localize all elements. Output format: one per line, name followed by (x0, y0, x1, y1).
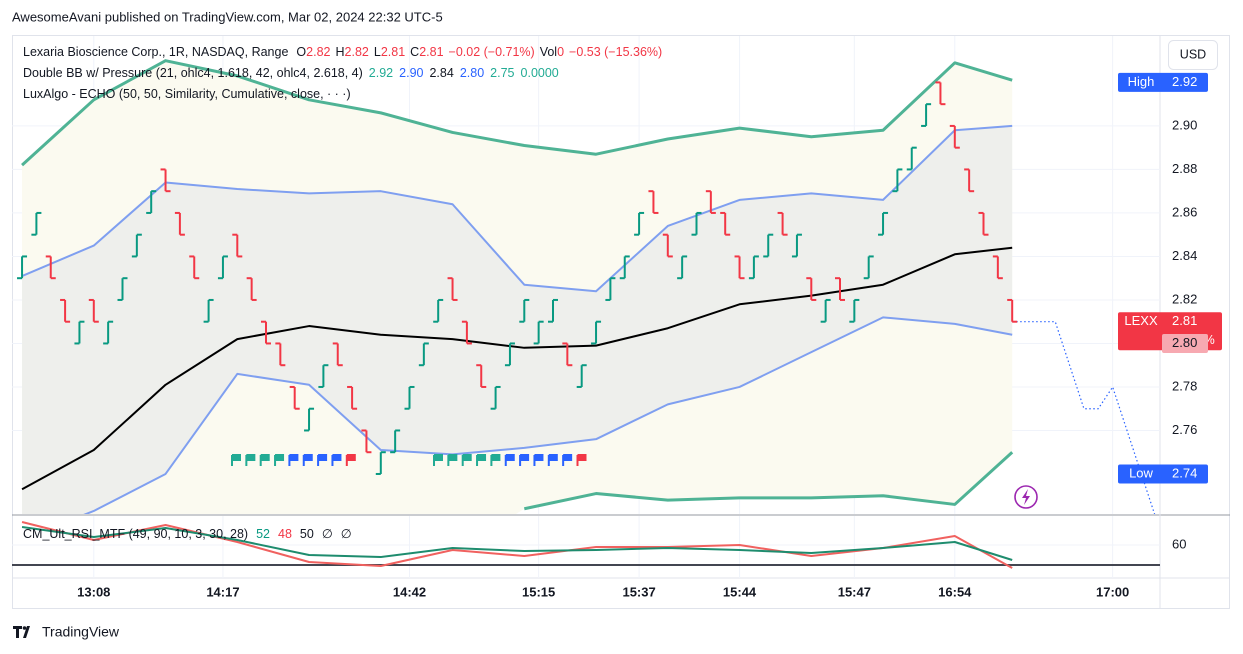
indicator-value: 2.84 (429, 66, 453, 80)
indicator-value: 52 (256, 527, 270, 541)
pressure-marker (461, 454, 472, 466)
volume-label: Vol (540, 45, 557, 59)
x-tick-label: 15:37 (622, 584, 655, 599)
price-badge-label: High (1128, 74, 1155, 89)
pressure-marker (288, 454, 299, 466)
price-badge-value: 2.80 (1172, 335, 1197, 350)
legend-row: Lexaria Bioscience Corp., 1R, NASDAQ, Ra… (23, 45, 662, 59)
pressure-marker (302, 454, 313, 466)
publisher: AwesomeAvani published on TradingView.co… (12, 9, 443, 24)
y-tick-label: 2.76 (1172, 422, 1197, 437)
indicator-value: 2.75 (490, 66, 514, 80)
band-line (21, 124, 1013, 293)
volume-value: 0 (557, 45, 564, 59)
x-tick-label: 16:54 (938, 584, 972, 599)
price-badge-value: 2.92 (1172, 74, 1197, 89)
ohlc-value: 2.81 (381, 45, 405, 59)
ohlc-value: 2.82 (345, 45, 369, 59)
pressure-marker (490, 454, 501, 466)
ohlc-value: 2.81 (419, 45, 443, 59)
pressure-marker (533, 454, 544, 466)
indicator-value: 2.92 (369, 66, 393, 80)
pressure-marker (576, 454, 587, 466)
price-badge (1162, 333, 1208, 353)
pressure-marker (274, 454, 285, 466)
indicator-value: ∅ (341, 527, 352, 541)
band-line (83, 316, 1013, 514)
alert-icon[interactable] (1014, 485, 1038, 509)
x-tick-label: 13:08 (77, 584, 110, 599)
ohlc-label: L (374, 45, 381, 59)
indicator-value: 48 (278, 527, 292, 541)
pressure-marker (447, 454, 458, 466)
x-tick-label: 14:42 (393, 584, 426, 599)
price-badge (1118, 464, 1208, 484)
price-change: −0.02 (−0.71%) (449, 45, 535, 59)
y-tick-label: 2.88 (1172, 161, 1197, 176)
indicator-title: CM_Ult_RSI_MTF (49, 90, 10, 3, 30, 28) (23, 527, 248, 541)
y-tick-label: 60 (1172, 536, 1186, 551)
pressure-marker (231, 454, 241, 466)
x-tick-label: 15:15 (522, 584, 555, 599)
symbol-title: Lexaria Bioscience Corp., 1R, NASDAQ, Ra… (23, 45, 288, 59)
ohlc-label: H (335, 45, 344, 59)
band-line (21, 59, 1013, 167)
volume-change: −0.53 (−15.36%) (569, 45, 662, 59)
band-line (21, 246, 1013, 491)
pressure-marker (259, 454, 270, 466)
y-tick-label: 2.78 (1172, 378, 1197, 393)
y-tick-label: 2.84 (1172, 248, 1197, 263)
x-tick-label: 14:17 (206, 584, 239, 599)
y-tick-label: 2.86 (1172, 204, 1197, 219)
pressure-marker (245, 454, 256, 466)
ohlc-label: C (410, 45, 419, 59)
price-badge (1118, 72, 1208, 92)
brand: TradingView (42, 624, 120, 640)
x-tick-label: 15:47 (838, 584, 871, 599)
ohlc-label: O (296, 45, 306, 59)
currency-button[interactable] (1168, 40, 1218, 70)
pressure-marker (345, 454, 356, 466)
pressure-marker (476, 454, 487, 466)
indicator-value: 2.80 (460, 66, 484, 80)
indicator-value: 2.90 (399, 66, 423, 80)
pressure-marker (433, 454, 443, 466)
pressure-marker (519, 454, 530, 466)
price-badge-value: 2.81 (1172, 313, 1197, 328)
indicator-title: Double BB w/ Pressure (21, ohlc4, 1.618,… (23, 66, 363, 80)
indicator-value: 0.0000 (521, 66, 559, 80)
currency: USD (1180, 47, 1206, 61)
price-badge-value: 2.74 (1172, 465, 1197, 480)
price-badge-label: LEXX (1124, 313, 1158, 328)
y-tick-label: 2.90 (1172, 117, 1197, 132)
legend-row: LuxAlgo - ECHO (50, 50, Similarity, Cumu… (23, 87, 351, 101)
y-tick-label: 2.82 (1172, 291, 1197, 306)
frame (12, 35, 1230, 609)
legend-row: Double BB w/ Pressure (21, ohlc4, 1.618,… (23, 66, 559, 80)
brand-logo (13, 626, 30, 638)
x-tick-label: 17:00 (1096, 584, 1129, 599)
indicator-value: ∅ (322, 527, 333, 541)
pressure-marker (331, 454, 342, 466)
price-badge-label: Low (1129, 465, 1153, 480)
band-line (523, 451, 1014, 511)
pressure-marker (504, 454, 515, 466)
indicator-value: 50 (300, 527, 314, 541)
pressure-marker (317, 454, 328, 466)
rsi-line (21, 526, 1013, 561)
ohlc-value: 2.82 (306, 45, 330, 59)
pressure-marker (547, 454, 558, 466)
indicator-title: LuxAlgo - ECHO (50, 50, Similarity, Cumu… (23, 87, 351, 101)
pressure-marker (562, 454, 573, 466)
x-tick-label: 15:44 (723, 584, 757, 599)
legend-row: CM_Ult_RSI_MTF (49, 90, 10, 3, 30, 28) 52… (23, 527, 352, 541)
band-fill (22, 125, 1013, 514)
